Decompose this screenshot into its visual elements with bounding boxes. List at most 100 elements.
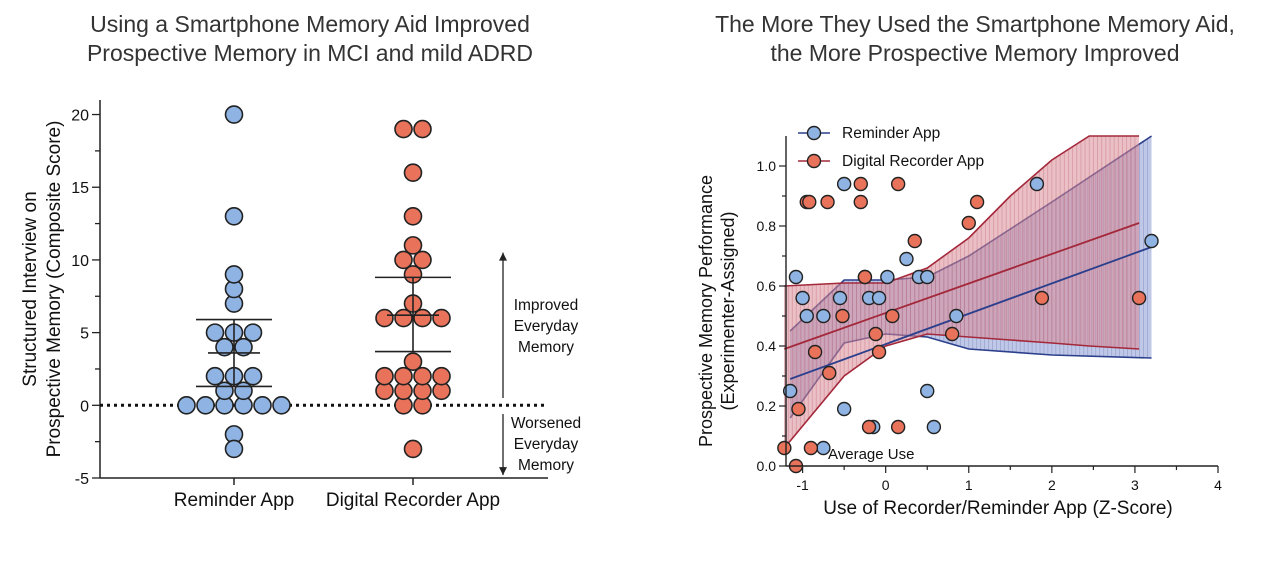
right-x-tick-label: 2 [1048, 477, 1056, 493]
worsened-arrow-head [499, 467, 507, 476]
scatter-point [795, 290, 810, 306]
legend-label: Reminder App [842, 125, 940, 142]
scatter-point [782, 383, 798, 399]
scatter-point [907, 233, 922, 249]
worsened-annotation-line: Everyday [514, 436, 579, 453]
scatter-point [853, 194, 868, 210]
scatter-point [822, 365, 837, 381]
right-x-tick-label: 1 [965, 477, 973, 493]
dot-point [224, 105, 244, 124]
dot-point [253, 396, 272, 415]
dot-point [234, 337, 253, 357]
right-x-tick-label: 0 [882, 477, 890, 493]
recorder-ci-band [784, 136, 1140, 448]
right-y-axis-label: Prospective Memory Performance (Experimen… [696, 175, 738, 447]
improved-annotation-line: Everyday [514, 318, 579, 335]
legend-marker [806, 153, 822, 169]
dot-point [375, 366, 394, 386]
dot-point [413, 119, 432, 139]
scatter-point [890, 419, 906, 435]
scatter-point [788, 269, 804, 285]
right-x-tick-label: 3 [1131, 477, 1139, 493]
scatter-point [1029, 176, 1045, 192]
dot-point [243, 323, 263, 342]
right-y-axis-label-line: Prospective Memory Performance [696, 175, 716, 447]
dot-point [403, 207, 423, 226]
dot-point [403, 439, 423, 459]
scatter-point [802, 194, 817, 210]
scatter-point [791, 401, 806, 417]
left-x-category-label: Digital Recorder App [326, 490, 500, 511]
scatter-point [880, 269, 895, 285]
scatter-point [1131, 290, 1147, 306]
left-y-axis-label-line: Structured Interview on [20, 191, 41, 386]
left-chart-title: Using a Smartphone Memory Aid Improved P… [30, 10, 590, 68]
scatter-point [835, 308, 850, 324]
dot-point [403, 236, 423, 255]
scatter-point [899, 251, 914, 267]
scatter-point [949, 308, 964, 324]
dot-point [224, 207, 244, 226]
legend-marker [806, 125, 822, 141]
scatter-point [944, 326, 960, 342]
dot-point [413, 250, 432, 270]
scatter-point [816, 308, 831, 324]
ci-lower-curve [783, 333, 1140, 449]
scatter-point [777, 440, 792, 456]
left-title-line-1: Using a Smartphone Memory Aid Improved [90, 11, 530, 37]
scatter-point [820, 194, 835, 210]
scatter-point [857, 269, 873, 285]
right-y-tick-label: 1.0 [757, 158, 777, 174]
dot-point [432, 366, 451, 386]
left-y-tick-label: 5 [80, 326, 89, 343]
improved-arrow-head [499, 252, 507, 261]
left-y-tick-label: 10 [71, 253, 89, 270]
scatter-point [926, 419, 942, 435]
scatter-point [920, 383, 935, 399]
dot-point [413, 366, 432, 386]
scatter-point [807, 344, 823, 360]
scatter-point [1144, 233, 1159, 249]
scatter-point [832, 290, 848, 306]
right-title-line-2: the More Prospective Memory Improved [770, 40, 1180, 66]
right-scatter-plot: 0.0 0.2 0.4 0.6 0.8 1.0 -1 0 1 2 3 4 Use of Recorder… [696, 125, 1222, 519]
left-y-axis-label-line: Prospective Memory (Composite Score) [44, 121, 65, 458]
scatter-point [890, 176, 906, 192]
right-x-tick-label: -1 [796, 477, 809, 493]
dot-point [403, 163, 423, 182]
scatter-point [920, 269, 935, 285]
right-y-tick-label: 0.8 [757, 218, 777, 234]
dot-point [394, 308, 413, 328]
right-title-line-1: The More They Used the Smartphone Memory… [715, 11, 1235, 37]
scatter-point [836, 401, 852, 417]
right-y-tick-label: 0.2 [757, 398, 777, 414]
worsened-annotation-line: Memory [518, 457, 574, 474]
scatter-point [803, 440, 819, 456]
left-y-tick-label: 0 [80, 398, 89, 415]
right-y-axis-label-line: (Experimenter-Assigned) [718, 211, 738, 410]
ci-upper-curve [784, 135, 1140, 287]
reminder-fit-line [789, 246, 1152, 380]
dot-point [205, 323, 225, 342]
dot-point [224, 265, 244, 284]
right-x-tick-label: 4 [1214, 477, 1222, 493]
dot-point [394, 119, 413, 139]
dot-point [224, 439, 244, 459]
scatter-point [853, 176, 868, 192]
right-y-tick-label: 0.4 [757, 338, 777, 354]
left-dot-plot: -5 0 5 10 15 20 Structured Interview on Prospec… [20, 100, 581, 511]
scatter-point [868, 326, 883, 342]
dot-point [205, 366, 225, 386]
dot-point [394, 250, 413, 270]
right-y-tick-label: 0.6 [757, 278, 777, 294]
right-x-axis-label: Use of Recorder/Reminder App (Z-Score) [823, 498, 1173, 519]
dot-point [177, 396, 196, 415]
dot-point [403, 352, 423, 371]
improved-annotation-line: Improved [514, 297, 579, 314]
dot-point [394, 366, 413, 386]
dot-point [272, 396, 291, 415]
average-use-annotation: Average Use [828, 446, 914, 463]
left-y-tick-label: -5 [75, 471, 89, 488]
dot-point [413, 308, 432, 328]
dot-point [375, 308, 394, 328]
